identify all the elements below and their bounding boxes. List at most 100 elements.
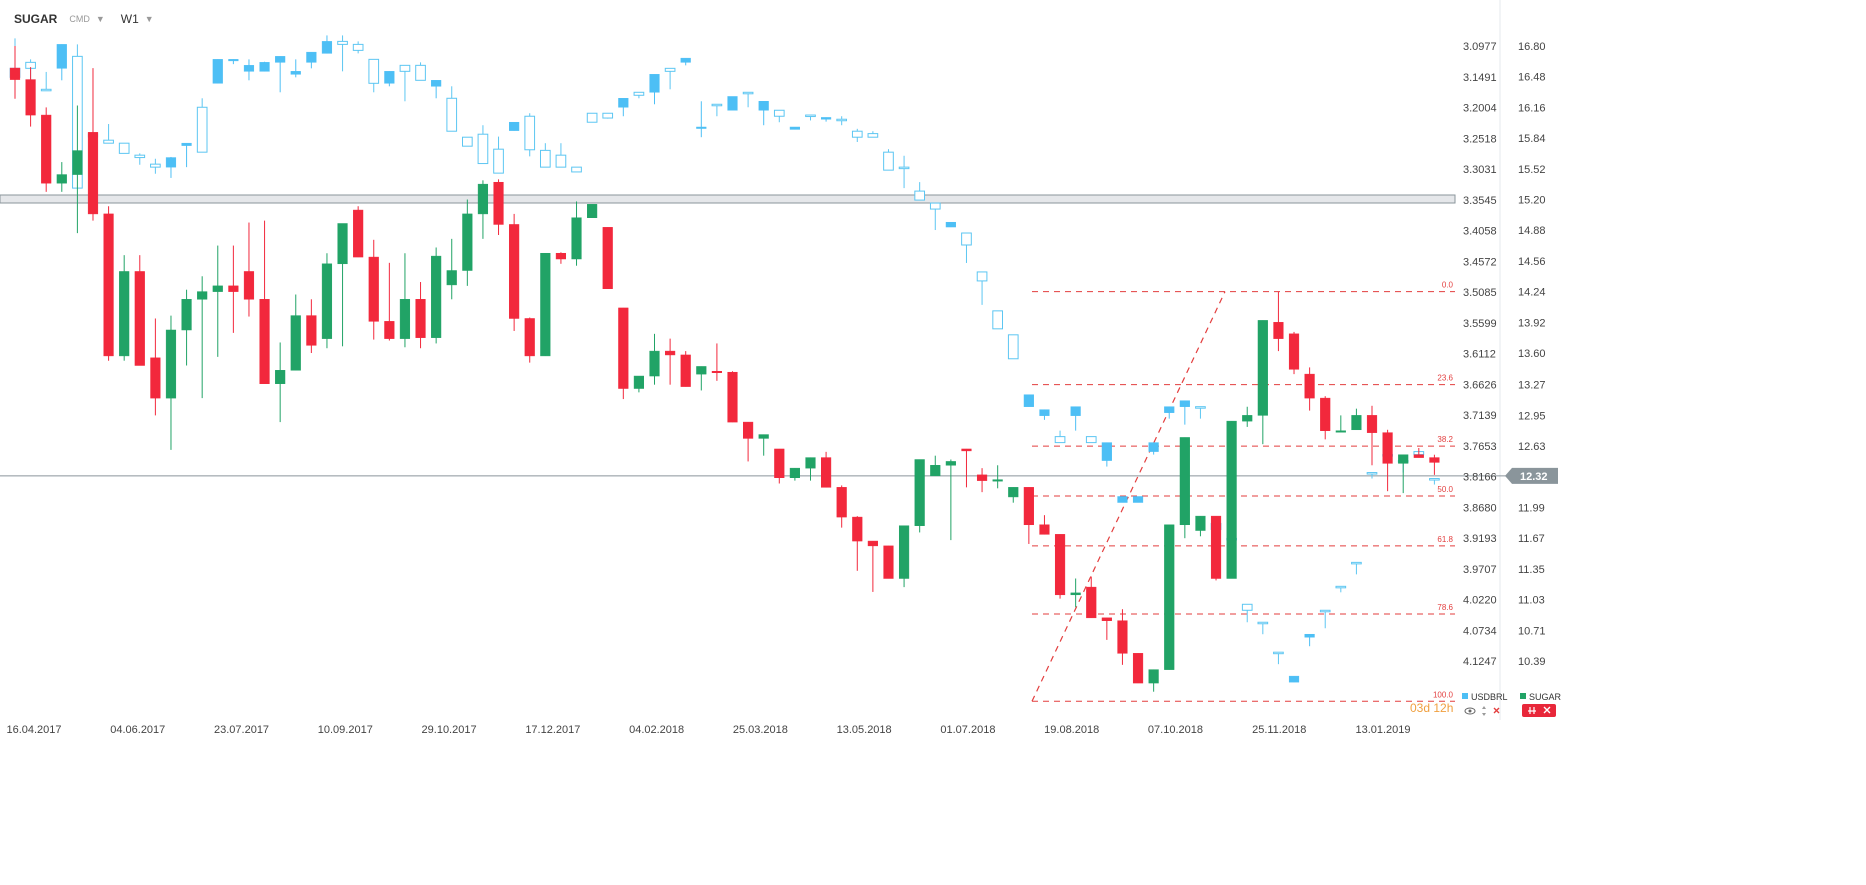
- usdbrl-candle: [1007, 334, 1019, 360]
- usdbrl-candle: [1132, 496, 1144, 503]
- sugar-candle: [87, 68, 99, 221]
- x-axis-tick-label: 13.05.2018: [837, 724, 892, 736]
- usdbrl-candle: [836, 116, 848, 126]
- sugar-candle: [1054, 534, 1066, 599]
- usdbrl-candle: [181, 142, 192, 168]
- sugar-candle: [867, 540, 878, 592]
- sugar-candle: [1195, 515, 1206, 537]
- fib-level-label: 38.2: [1437, 435, 1453, 444]
- sugar-candle: [524, 317, 535, 363]
- x-axis-tick-label: 16.04.2017: [6, 724, 61, 736]
- symbol-selector[interactable]: SUGAR: [14, 12, 58, 26]
- sugar-candle: [883, 545, 894, 579]
- fib-level-label: 0.0: [1442, 281, 1454, 290]
- usdbrl-candle: [352, 41, 364, 54]
- x-axis-tick-label: 01.07.2018: [940, 724, 995, 736]
- sugar-candle: [618, 307, 629, 400]
- sugar-candle: [509, 213, 520, 331]
- left-axis-tick-label: 3.6112: [1463, 349, 1496, 361]
- sugar-candle: [1132, 653, 1144, 684]
- sugar-candle: [1257, 320, 1268, 445]
- right-axis-tick-label: 13.27: [1518, 380, 1546, 392]
- usdbrl-candle: [56, 44, 67, 81]
- usdbrl-candle: [898, 155, 910, 189]
- usdbrl-candle: [118, 142, 130, 154]
- usdbrl-candle: [555, 143, 567, 168]
- left-axis-tick-label: 3.0977: [1463, 41, 1497, 53]
- right-axis-tick-label: 15.84: [1518, 133, 1546, 145]
- sugar-candle: [321, 253, 333, 349]
- chevron-down-icon[interactable]: ▼: [144, 14, 154, 24]
- sugar-candle: [1413, 448, 1424, 458]
- usdbrl-candle: [1101, 442, 1112, 467]
- right-axis-tick-label: 11.03: [1518, 595, 1545, 607]
- fibonacci-retracement[interactable]: 0.0 23.6 38.2 50.0 61.8 78.6 100.0: [1031, 281, 1455, 702]
- usdbrl-candle: [789, 126, 800, 130]
- sugar-candle: [914, 459, 925, 533]
- right-axis-tick-label: 13.60: [1518, 348, 1546, 360]
- left-axis-tick-label: 3.7139: [1463, 410, 1497, 422]
- left-axis-tick-label: 3.2518: [1463, 133, 1497, 145]
- timeframe-selector[interactable]: W1: [120, 12, 139, 26]
- sugar-candle: [1070, 578, 1081, 608]
- move-icon[interactable]: [1482, 706, 1486, 716]
- left-axis-tick-label: 4.0734: [1463, 625, 1497, 637]
- eye-icon[interactable]: [1464, 707, 1476, 715]
- usdbrl-candle: [1304, 633, 1315, 647]
- sugar-candle: [1429, 454, 1440, 475]
- usdbrl-candle: [976, 271, 988, 305]
- sugar-candle: [181, 289, 192, 366]
- sugar-candle: [1117, 609, 1128, 665]
- usdbrl-candle: [945, 221, 956, 228]
- left-axis-tick-label: 3.2004: [1463, 103, 1497, 115]
- usdbrl-candle: [384, 71, 395, 87]
- usdbrl-candle: [321, 35, 333, 54]
- usdbrl-candle: [368, 58, 380, 93]
- sugar-candle: [1288, 331, 1300, 375]
- sugar-candle: [649, 333, 660, 385]
- right-axis-tick-label: 14.56: [1518, 256, 1546, 268]
- sugar-candle: [1164, 524, 1175, 670]
- series-settings-button[interactable]: [1522, 704, 1556, 717]
- usdbrl-candle: [1070, 406, 1081, 431]
- usdbrl-candle: [1148, 442, 1159, 455]
- sugar-candle: [477, 180, 489, 239]
- usdbrl-candle: [929, 202, 941, 231]
- sugar-candle: [337, 223, 348, 347]
- usdbrl-candle: [711, 103, 723, 117]
- axes: 3.0977 3.1491 3.2004 3.2518 3.3031 3.3545 3.40…: [6, 41, 1558, 736]
- sugar-candle: [1398, 454, 1409, 494]
- usdbrl-candle: [493, 136, 504, 174]
- usdbrl-candle: [914, 182, 926, 201]
- sugar-candle: [1008, 487, 1019, 503]
- legend-swatch: [1520, 693, 1526, 699]
- x-axis-tick-label: 13.01.2019: [1355, 724, 1410, 736]
- left-axis-tick-label: 3.9707: [1463, 564, 1497, 576]
- usdbrl-candle: [40, 71, 52, 92]
- usdbrl-candle: [1429, 478, 1440, 485]
- current-price-value: 12.32: [1520, 471, 1548, 483]
- usdbrl-candle: [1288, 675, 1300, 683]
- sugar-candle: [72, 105, 83, 234]
- close-icon[interactable]: [1493, 707, 1500, 714]
- sugar-candle: [805, 457, 816, 481]
- left-axis-tick-label: 3.8166: [1463, 472, 1497, 484]
- legend-label: USDBRL: [1471, 692, 1508, 702]
- right-axis-tick-label: 16.80: [1518, 41, 1546, 53]
- usdbrl-candle: [243, 59, 255, 81]
- resistance-zone[interactable]: [0, 194, 1456, 204]
- usdbrl-candle: [539, 143, 551, 168]
- fib-trend-line[interactable]: [1031, 291, 1226, 702]
- usdbrl-candle: [1054, 430, 1066, 444]
- x-axis-tick-label: 07.10.2018: [1148, 724, 1203, 736]
- x-axis-tick-label: 19.08.2018: [1044, 724, 1099, 736]
- usdbrl-candle: [509, 121, 520, 131]
- x-axis-tick-label: 25.11.2018: [1252, 724, 1306, 736]
- sugar-candle: [540, 252, 551, 357]
- sugar-candle: [1304, 367, 1315, 411]
- usdbrl-candle: [462, 136, 473, 147]
- chevron-down-icon[interactable]: ▼: [95, 14, 105, 24]
- sugar-candle: [150, 318, 161, 416]
- usdbrl-candle: [337, 35, 348, 72]
